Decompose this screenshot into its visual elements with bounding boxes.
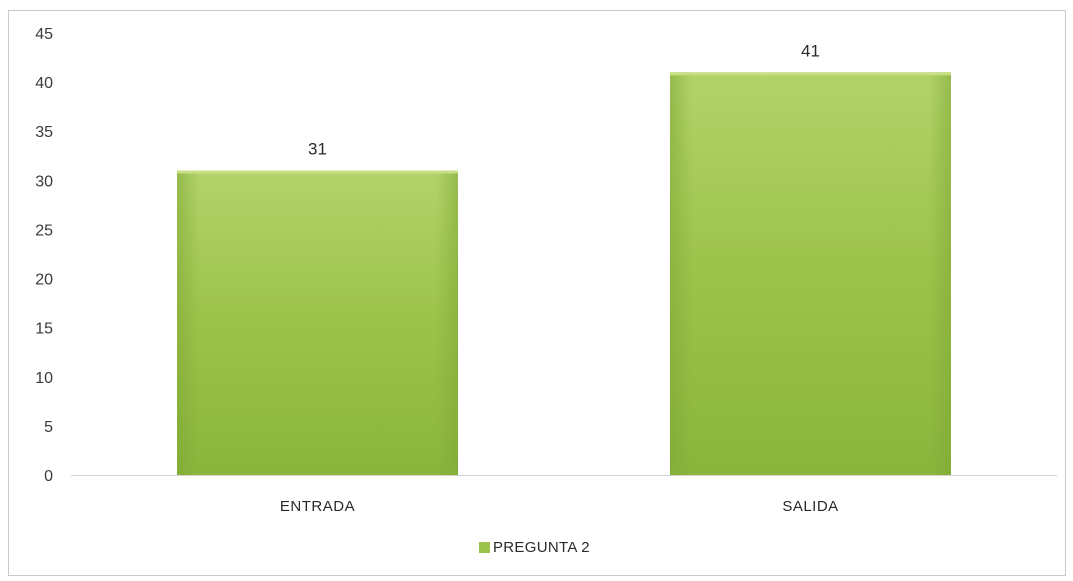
x-tick-label: ENTRADA: [280, 498, 355, 515]
y-tick-label: 35: [35, 124, 53, 141]
y-tick-label: 10: [35, 370, 53, 387]
x-axis: ENTRADA SALIDA: [280, 498, 838, 515]
legend-swatch: [479, 542, 490, 553]
y-tick-label: 40: [35, 75, 53, 92]
y-tick-label: 25: [35, 222, 53, 239]
x-tick-label: SALIDA: [782, 498, 838, 515]
y-tick-label: 30: [35, 173, 53, 190]
chart-frame: 0 5 10 15 20 25 30 35 40 45 31 41 ENTRADA SALIDA PR…: [8, 10, 1066, 576]
bar-chart: 0 5 10 15 20 25 30 35 40 45 31 41 ENTRADA SALIDA PR…: [35, 26, 1057, 556]
data-label: 31: [308, 140, 327, 159]
y-tick-label: 15: [35, 321, 53, 338]
y-axis: 0 5 10 15 20 25 30 35 40 45: [35, 26, 53, 485]
bar-top-highlight: [669, 72, 952, 76]
legend: PREGUNTA 2: [479, 539, 590, 556]
y-tick-label: 20: [35, 272, 53, 289]
bar-edge-shade: [176, 170, 459, 475]
bars: 31 41: [176, 41, 952, 476]
y-tick-label: 45: [35, 26, 53, 43]
y-tick-label: 0: [44, 468, 53, 485]
data-label: 41: [801, 41, 820, 60]
bar-edge-shade: [669, 72, 952, 476]
legend-label: PREGUNTA 2: [493, 539, 590, 556]
bar-top-highlight: [176, 170, 459, 174]
y-tick-label: 5: [44, 419, 53, 436]
